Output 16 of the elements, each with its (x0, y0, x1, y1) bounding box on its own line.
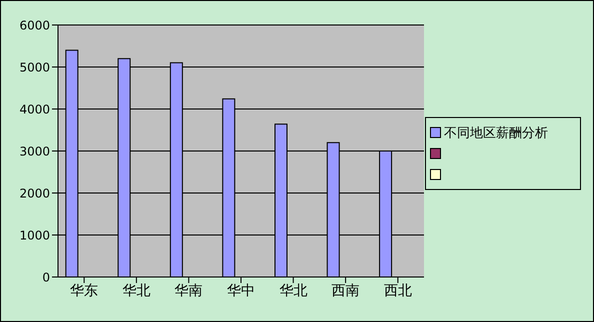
x-tick-label: 华南 (174, 282, 203, 299)
y-tick-label: 2000 (19, 186, 50, 200)
y-tick-label: 5000 (19, 60, 50, 74)
x-tick-label: 西北 (384, 282, 412, 299)
x-tick-label: 西南 (332, 282, 360, 299)
x-tick-label: 华北 (279, 282, 308, 299)
x-tick-label: 华北 (122, 282, 150, 299)
y-tick-label: 4000 (19, 102, 50, 116)
y-tick-label: 3000 (19, 144, 50, 158)
x-tick-label: 华中 (227, 282, 255, 299)
y-tick-label: 0 (42, 270, 50, 284)
legend-box: 不同地区薪酬分析 (425, 117, 581, 190)
x-tick-label: 华东 (70, 282, 98, 299)
y-tick-label: 1000 (19, 228, 50, 242)
y-tick-label: 6000 (19, 18, 50, 32)
legend-label: 不同地区薪酬分析 (444, 124, 548, 142)
